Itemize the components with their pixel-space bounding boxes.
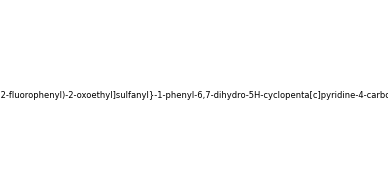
Text: 3-{[2-(2-fluorophenyl)-2-oxoethyl]sulfanyl}-1-phenyl-6,7-dihydro-5H-cyclopenta[c: 3-{[2-(2-fluorophenyl)-2-oxoethyl]sulfan…	[0, 90, 388, 100]
